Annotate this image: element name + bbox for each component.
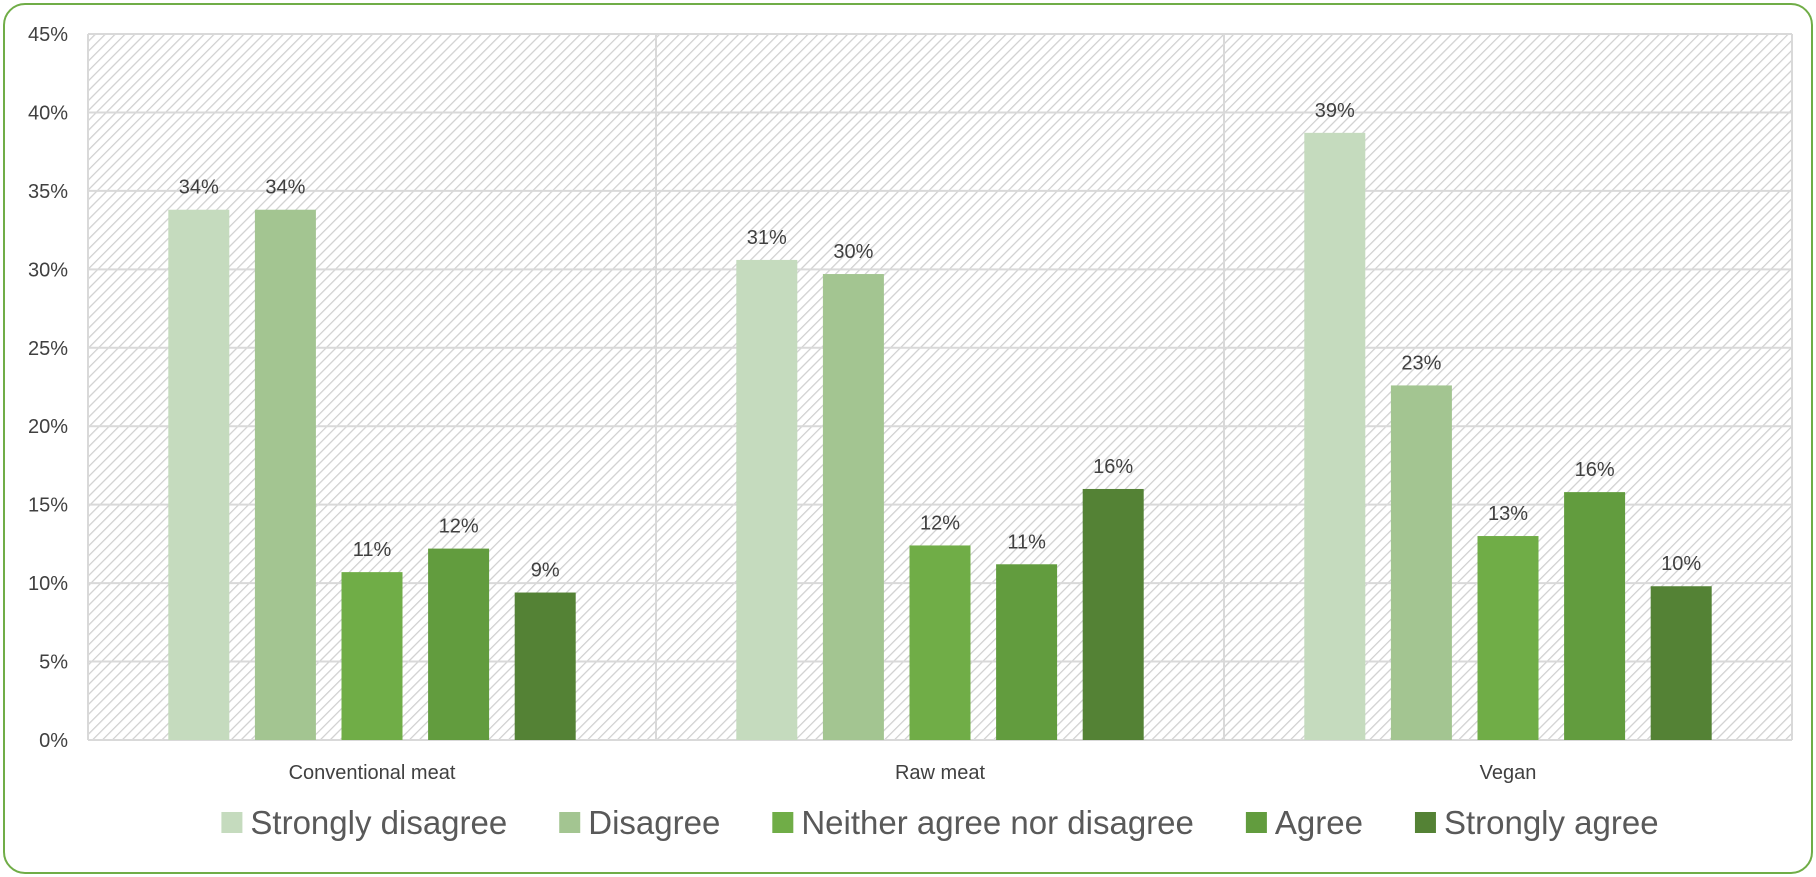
data-label: 30% [833,241,873,263]
legend-swatch [559,812,581,833]
legend-label: Agree [1275,804,1363,841]
bar [1390,385,1452,740]
bars [168,132,1712,741]
data-label: 34% [265,177,305,199]
data-label: 39% [1315,100,1355,122]
bar [1304,132,1366,741]
legend-label: Disagree [588,804,720,841]
category-label: Conventional meat [289,762,456,784]
legend-label: Strongly agree [1444,804,1659,841]
y-tick-label: 25% [28,338,68,360]
y-tick-label: 35% [28,181,68,203]
data-label: 12% [439,516,479,538]
y-axis: 0% 5% 10% 15% 20% 25% 30% 35% 40% 45% [28,24,68,752]
bar [428,548,490,740]
legend-label: Neither agree nor disagree [801,804,1194,841]
x-axis: Conventional meat Raw meat Vegan [289,762,1537,784]
data-labels: 34% 34% 11% 12% 9% 31% 30% 12% 11% 16% 39% 23% 13% 16… [179,100,1702,582]
data-label: 10% [1661,553,1701,575]
bar [822,274,884,740]
legend-item: Neither agree nor disagree [772,804,1194,841]
data-label: 13% [1488,503,1528,525]
y-tick-label: 10% [28,573,68,595]
legend-swatch [1414,812,1436,833]
bar [168,209,230,740]
legend-swatch [772,812,794,833]
legend-swatch [221,812,243,833]
data-label: 12% [920,512,960,534]
data-label: 23% [1401,352,1441,374]
data-label: 16% [1093,456,1133,478]
y-tick-label: 30% [28,259,68,281]
bar [1082,488,1144,740]
bar [254,209,316,740]
bar [1650,586,1712,740]
data-label: 9% [531,560,560,582]
y-tick-label: 20% [28,416,68,438]
category-label: Raw meat [895,762,985,784]
data-label: 34% [179,177,219,199]
bar [909,545,971,740]
data-label: 16% [1575,459,1615,481]
data-label: 11% [353,539,392,561]
legend: Strongly disagree Disagree Neither agree n… [221,804,1659,841]
y-tick-label: 40% [28,102,68,124]
y-tick-label: 5% [39,652,68,674]
bar [736,259,798,740]
data-label: 31% [747,227,787,249]
legend-item: Agree [1245,804,1363,841]
bar [1564,492,1626,740]
y-tick-label: 0% [39,730,68,752]
bar [514,592,576,740]
bar [996,564,1058,740]
y-tick-label: 15% [28,495,68,517]
y-tick-label: 45% [28,24,68,46]
bar [341,572,403,740]
legend-item: Strongly agree [1414,804,1659,841]
legend-swatch [1245,812,1267,833]
legend-item: Disagree [559,804,720,841]
category-label: Vegan [1480,762,1537,784]
legend-item: Strongly disagree [221,804,507,841]
bar [1477,536,1539,740]
data-label: 11% [1007,531,1046,553]
legend-label: Strongly disagree [250,804,507,841]
